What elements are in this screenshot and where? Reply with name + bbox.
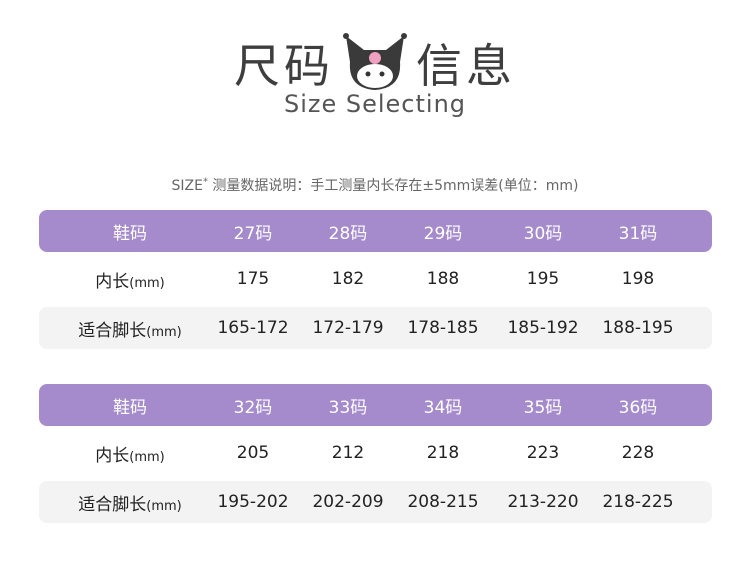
size-header: 34码 — [423, 397, 463, 418]
row-label-text: 内长 — [95, 445, 130, 466]
table-cell: 223 — [526, 443, 560, 463]
size-header: 28码 — [328, 223, 368, 244]
size-header: 36码 — [618, 397, 658, 418]
row-label-text: 适合脚长 — [78, 320, 147, 341]
row-label: 内长(mm) — [95, 267, 164, 292]
size-header: 29码 — [423, 223, 463, 244]
header-row: 鞋码 32码 33码 34码 35码 36码 — [39, 384, 712, 426]
table-cell: 228 — [621, 443, 655, 463]
note-star: * — [202, 176, 208, 188]
table-cell: 175 — [236, 269, 270, 289]
table-cell: 195-202 — [217, 492, 289, 512]
table-cell: 178-185 — [407, 318, 479, 338]
row-label-text: 内长 — [95, 271, 130, 292]
shoe-size-label: 鞋码 — [113, 397, 147, 418]
note-text: 测量数据说明：手工测量内长存在±5mm误差(单位：mm) — [207, 178, 579, 194]
size-header: 32码 — [233, 397, 273, 418]
row-label-text: 适合脚长 — [78, 494, 147, 515]
size-header: 35码 — [523, 397, 563, 418]
size-header: 30码 — [523, 223, 563, 244]
table-cell: 185-192 — [507, 318, 579, 338]
kuromi-face-icon — [343, 33, 407, 90]
table-cell: 213-220 — [507, 492, 579, 512]
row-label: 适合脚长(mm) — [78, 490, 181, 515]
foot-length-row: 适合脚长(mm) 195-202 202-209 208-215 213-220 218-… — [39, 481, 712, 523]
table-cell: 212 — [331, 443, 365, 463]
table-cell: 182 — [331, 269, 365, 289]
table-cell: 195 — [526, 269, 560, 289]
row-label-unit: (mm) — [129, 275, 165, 291]
subtitle: Size Selecting — [283, 90, 467, 118]
header-row: 鞋码 27码 28码 29码 30码 31码 — [39, 210, 712, 252]
table-cell: 198 — [621, 269, 655, 289]
row-label: 适合脚长(mm) — [78, 316, 181, 341]
inner-length-row: 内长(mm) 175 182 188 195 198 — [39, 258, 712, 300]
note-prefix: SIZE — [171, 178, 203, 194]
table-cell: 165-172 — [217, 318, 289, 338]
table-cell: 218 — [426, 443, 460, 463]
foot-length-row: 适合脚长(mm) 165-172 172-179 178-185 185-192 188-… — [39, 307, 712, 349]
size-header: 31码 — [618, 223, 658, 244]
shoe-size-label: 鞋码 — [113, 223, 147, 244]
table-cell: 188-195 — [602, 318, 674, 338]
table-cell: 208-215 — [407, 492, 479, 512]
title-right: 信息 — [416, 39, 516, 93]
size-header: 27码 — [233, 223, 273, 244]
size-header: 33码 — [328, 397, 368, 418]
inner-length-row: 内长(mm) 205 212 218 223 228 — [39, 432, 712, 474]
table-cell: 205 — [236, 443, 270, 463]
table-cell: 172-179 — [312, 318, 384, 338]
row-label: 内长(mm) — [95, 441, 164, 466]
table-cell: 218-225 — [602, 492, 674, 512]
title-left: 尺码 — [234, 39, 334, 93]
measurement-note: SIZE* 测量数据说明：手工测量内长存在±5mm误差(单位：mm) — [0, 175, 750, 195]
table-cell: 188 — [426, 269, 460, 289]
page-title: 尺码 信息 — [0, 30, 750, 96]
table-cell: 202-209 — [312, 492, 384, 512]
row-label-unit: (mm) — [146, 498, 182, 514]
row-label-unit: (mm) — [146, 324, 182, 340]
row-label-unit: (mm) — [129, 449, 165, 465]
